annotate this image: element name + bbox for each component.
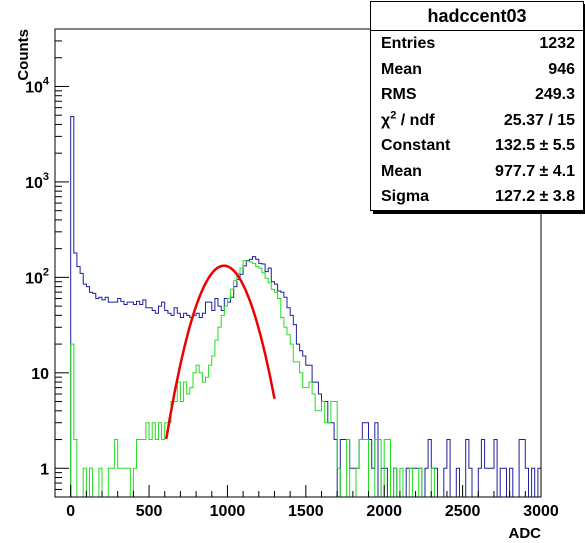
stats-label: RMS	[381, 86, 417, 103]
stats-label: Sigma	[381, 188, 430, 205]
stats-row-entries: Entries 1232	[371, 31, 583, 57]
stats-row-sigma: Sigma 127.2 ± 3.8	[371, 184, 583, 210]
gaussian-fit-curve	[165, 264, 276, 440]
y-tick-label: 102	[25, 266, 49, 287]
stats-row-chi2: χ2 / ndf 25.37 / 15	[371, 108, 583, 134]
axis-layer: 0 500 1000 1500 2000 2500 3000 1 10 102 103 104	[25, 28, 559, 520]
stats-value: 1232	[539, 35, 575, 52]
stats-value: 249.3	[534, 86, 575, 103]
chi-symbol: χ	[381, 111, 391, 129]
x-axis-title: ADC	[509, 525, 542, 542]
y-axis-title: Counts	[15, 29, 32, 81]
fit-layer	[165, 264, 276, 440]
stats-title: hadccent03	[371, 2, 583, 31]
histogram-series-total	[67, 116, 541, 497]
histogram-series-selected	[67, 260, 457, 497]
stats-label: Entries	[381, 35, 436, 52]
stats-label: χ2 / ndf	[381, 108, 435, 134]
x-tick-label: 0	[66, 503, 75, 520]
stats-row-fit-mean: Mean 977.7 ± 4.1	[371, 159, 583, 185]
chi-superscript: 2	[390, 109, 397, 122]
x-tick-label: 2000	[366, 503, 402, 520]
x-tick-label: 3000	[523, 503, 559, 520]
plot-frame	[54, 28, 542, 498]
x-tick-label: 2500	[445, 503, 481, 520]
x-tick-label: 1000	[210, 503, 246, 520]
stats-value: 977.7 ± 4.1	[495, 162, 575, 180]
y-tick-label: 10	[31, 366, 49, 383]
x-tick-label: 1500	[288, 503, 324, 520]
x-tick-label: 500	[136, 503, 163, 520]
stats-value: 132.5 ± 5.5	[495, 137, 575, 154]
y-tick-label: 104	[25, 75, 50, 96]
stats-label: Mean	[381, 60, 422, 78]
y-tick-label: 103	[25, 171, 49, 192]
stats-row-rms: RMS 249.3	[371, 82, 583, 108]
stats-label: Constant	[381, 137, 451, 154]
stats-row-constant: Constant 132.5 ± 5.5	[371, 133, 583, 159]
stats-value: 25.37 / 15	[503, 111, 575, 129]
stats-box: hadccent03 Entries 1232 Mean 946 RMS 249…	[370, 1, 584, 211]
stats-value: 946	[548, 60, 575, 78]
stats-label: Mean	[381, 162, 422, 180]
stats-row-mean: Mean 946	[371, 57, 583, 83]
ndf-label: / ndf	[396, 111, 435, 129]
y-tick-label: 1	[40, 461, 49, 478]
stats-value: 127.2 ± 3.8	[495, 188, 575, 205]
histogram-series-layer	[67, 116, 541, 497]
